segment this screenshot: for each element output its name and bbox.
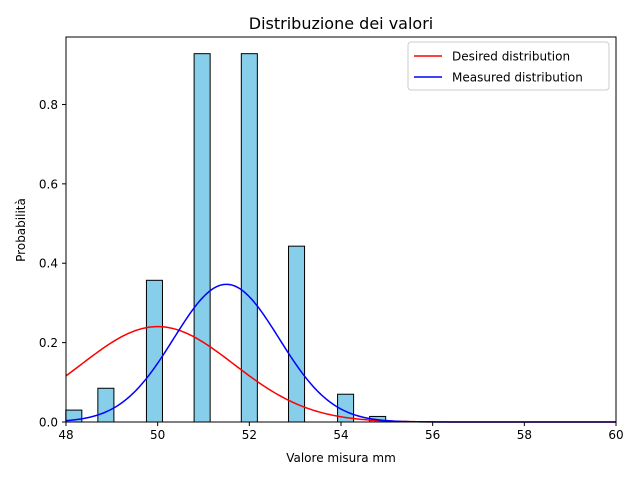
y-tick-label: 0.2: [39, 336, 58, 350]
y-axis-ticks: 0.0 0.2 0.4 0.6 0.8: [39, 98, 66, 430]
histogram-bar-3: [193, 53, 211, 423]
y-tick-label: 0.8: [39, 98, 58, 112]
y-tick-label: 0.6: [39, 177, 58, 191]
y-tick-label: 0.0: [39, 416, 58, 430]
legend-box: [407, 41, 610, 91]
legend-label-measured: Measured distribution: [452, 71, 583, 85]
histogram-bar-5: [288, 245, 306, 423]
histogram-bar-2: [145, 279, 163, 423]
x-tick-label: 58: [517, 428, 532, 442]
x-tick-label: 60: [608, 428, 623, 442]
x-tick-label: 54: [333, 428, 348, 442]
y-tick-label: 0.4: [39, 257, 58, 271]
chart-title: Distribuzione dei valori: [249, 14, 433, 33]
x-tick-label: 52: [242, 428, 257, 442]
legend-label-desired: Desired distribution: [452, 50, 570, 64]
legend: Desired distribution Measured distributi…: [407, 41, 610, 91]
histogram-bar-1: [97, 387, 115, 423]
x-tick-label: 50: [150, 428, 165, 442]
x-axis-label: Valore misura mm: [286, 451, 396, 465]
x-tick-label: 48: [58, 428, 73, 442]
y-axis-label: Probabilità: [14, 198, 28, 262]
x-tick-label: 56: [425, 428, 440, 442]
x-axis-ticks: 48 50 52 54 56 58 60: [58, 422, 624, 442]
histogram-bar-4: [240, 53, 258, 423]
